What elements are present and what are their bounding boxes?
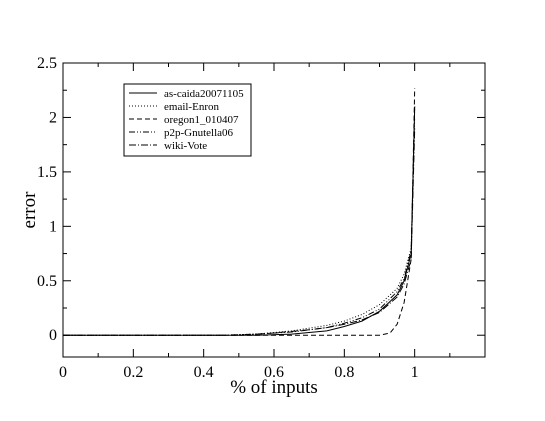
x-tick-label: 0.2	[123, 364, 143, 381]
y-tick-label: 1.5	[37, 164, 57, 181]
y-tick-label: 1	[49, 218, 57, 235]
y-tick-label: 2.5	[37, 55, 57, 72]
y-tick-label: 2	[49, 109, 57, 126]
series-line-email-enron	[63, 117, 416, 336]
x-tick-label: 0.6	[264, 364, 284, 381]
x-tick-label: 0.8	[334, 364, 354, 381]
legend-label: p2p-Gnutella06	[164, 127, 234, 139]
series-line-wiki-vote	[63, 128, 416, 336]
x-tick-label: 1	[411, 364, 419, 381]
x-tick-label: 0.4	[194, 364, 214, 381]
series-line-as-caida20071105	[63, 106, 416, 336]
legend-box	[123, 83, 252, 157]
legend-label: wiki-Vote	[164, 140, 207, 152]
legend-label: as-caida20071105	[164, 88, 244, 100]
legend-label: oregon1_010407	[164, 114, 239, 126]
axis-ticks: 0 0.2 0.4 0.6 0.8 1 0 0.5 1 1.5 2 2.5	[37, 55, 485, 381]
x-axis-title: % of inputs	[230, 377, 318, 398]
y-tick-label: 0	[49, 327, 57, 344]
series-line-p2p-gnutella06	[63, 106, 416, 336]
series-line-oregon1-010407	[63, 87, 416, 336]
y-axis-title: error	[19, 191, 40, 229]
legend: as-caida20071105email-Enronoregon1_01040…	[123, 83, 252, 157]
legend-label: email-Enron	[164, 101, 219, 113]
series-layer	[63, 87, 416, 336]
y-tick-label: 0.5	[37, 273, 57, 290]
x-tick-label: 0	[59, 364, 67, 381]
